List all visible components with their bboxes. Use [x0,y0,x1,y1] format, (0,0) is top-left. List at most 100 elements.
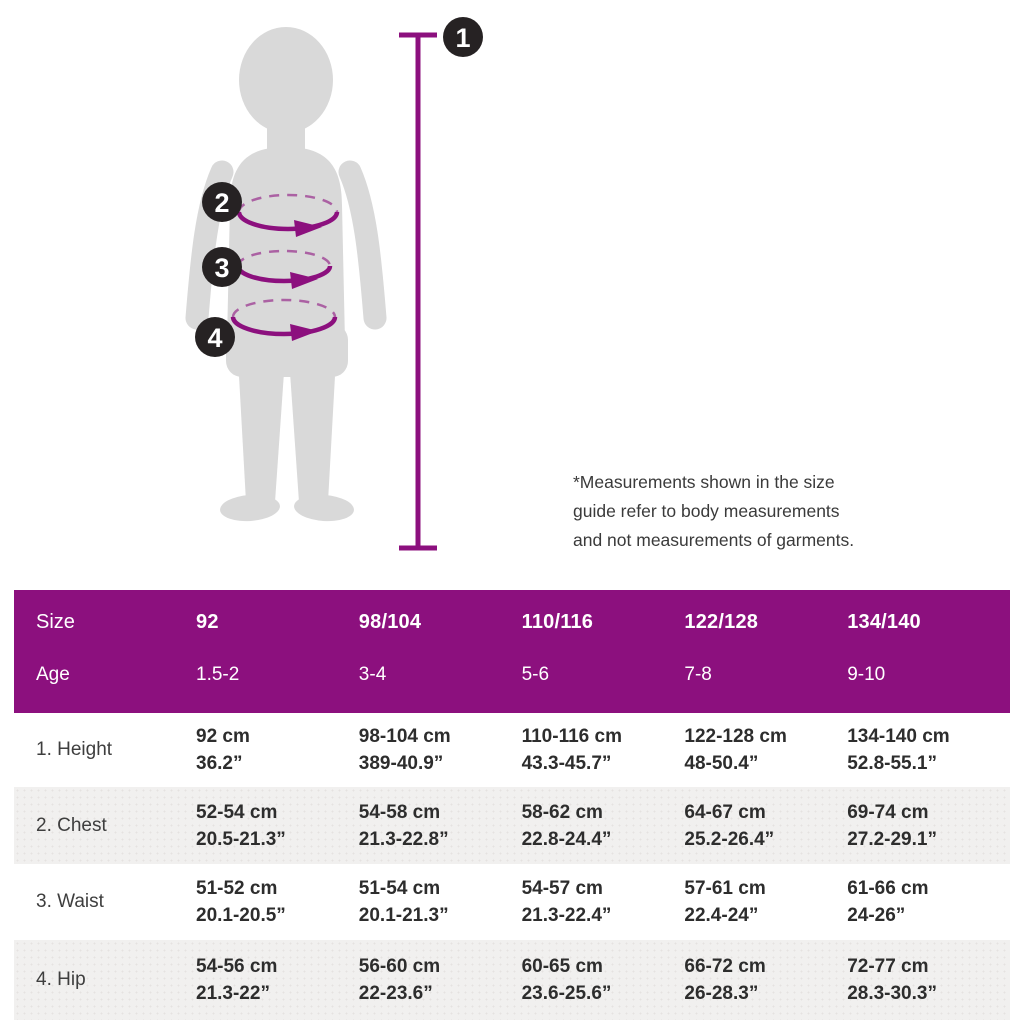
note-line: guide refer to body measurements [573,501,840,521]
inch-value: 36.2” [196,753,243,774]
cm-value: 69-74 cm [847,801,929,823]
cm-value: 54-57 cm [521,878,603,899]
measurement-cell: 110-116 cm 43.3-45.7” [522,723,685,777]
measurement-cell: 61-66 cm 24-26” [847,875,1010,929]
measurement-cell: 134-140 cm 52.8-55.1” [847,723,1010,777]
hip-girth-icon [230,298,338,341]
cm-value: 54-58 cm [358,801,441,823]
inch-value: 48-50.4” [684,753,759,774]
cm-value: 110-116 cm [521,726,622,747]
cm-value: 56-60 cm [358,956,441,977]
size-header-row: Size 92 98/104 110/116 122/128 134/140 [14,604,1010,641]
age-header-row: Age 1.5-2 3-4 5-6 7-8 9-10 [14,656,1010,693]
table-row-height: 1. Height 92 cm 36.2” 98-104 cm 389-40.9… [14,713,1010,787]
height-dimension-line-icon [399,32,437,551]
inch-value: 27.2-29.1” [847,828,937,850]
measurement-cell: 51-54 cm 20.1-21.3” [359,875,522,929]
table-row-chest: 2. Chest 52-54 cm 20.5-21.3” 54-58 cm 21… [14,787,1010,864]
cm-value: 66-72 cm [684,956,766,977]
size-header-label: Size [36,611,75,633]
measurement-cell: 56-60 cm 22-23.6” [359,953,522,1007]
cm-value: 52-54 cm [196,801,278,823]
cm-value: 92 cm [196,726,250,747]
marker-4-badge: 4 [195,317,235,357]
measurement-cell: 72-77 cm 28.3-30.3” [847,953,1010,1007]
cm-value: 60-65 cm [521,956,603,977]
measurement-note: *Measurements shown in the size guide re… [573,468,973,555]
cm-value: 122-128 cm [684,726,787,747]
inch-value: 21.3-22” [196,983,270,1004]
cm-value: 58-62 cm [521,801,603,823]
cm-value: 51-52 cm [196,878,278,899]
inch-value: 389-40.9” [358,753,444,774]
table-header: Size 92 98/104 110/116 122/128 134/140 A… [14,590,1010,713]
age-column-header: 3-4 [358,663,387,685]
measurement-cell: 66-72 cm 26-28.3” [684,953,847,1007]
measurement-cell: 60-65 cm 23.6-25.6” [522,953,685,1007]
measurement-cell: 92 cm 36.2” [196,723,359,777]
inch-value: 20.1-20.5” [196,905,286,926]
row-label: 4. Hip [36,969,86,990]
cm-value: 72-77 cm [847,956,929,977]
inch-value: 20.5-21.3” [196,828,286,850]
cm-value: 51-54 cm [358,878,441,899]
size-column-header: 134/140 [847,611,921,633]
measurement-cell: 52-54 cm 20.5-21.3” [196,799,359,853]
cm-value: 61-66 cm [847,878,929,899]
size-column-header: 92 [196,611,219,633]
waist-girth-icon [235,249,333,289]
table-row-hip: 4. Hip 54-56 cm 21.3-22” 56-60 cm 22-23.… [14,940,1010,1020]
inch-value: 25.2-26.4” [684,828,775,850]
measurement-cell: 58-62 cm 22.8-24.4” [522,799,685,853]
child-silhouette-icon [185,27,387,522]
chest-girth-icon [236,193,340,237]
cm-value: 57-61 cm [684,878,766,899]
inch-value: 21.3-22.8” [358,828,449,850]
cm-value: 134-140 cm [847,726,950,747]
marker-3-badge: 3 [202,247,242,287]
child-measurement-diagram: 1 2 3 4 [185,17,483,551]
inch-value: 22.8-24.4” [521,828,612,850]
row-label: 1. Height [36,739,113,760]
table-row-waist: 3. Waist 51-52 cm 20.1-20.5” 51-54 cm 20… [14,864,1010,940]
age-column-header: 9-10 [847,663,886,685]
measurement-cell: 57-61 cm 22.4-24” [684,875,847,929]
age-header-label: Age [36,663,70,685]
inch-value: 28.3-30.3” [847,983,937,1004]
cm-value: 98-104 cm [358,726,451,747]
inch-value: 43.3-45.7” [521,753,612,774]
inch-value: 52.8-55.1” [847,753,937,774]
age-column-header: 7-8 [684,663,712,685]
marker-2-number: 2 [214,188,229,218]
inch-value: 23.6-25.6” [521,983,612,1004]
marker-1-badge: 1 [443,17,483,57]
age-column-header: 5-6 [521,663,550,685]
age-column-header: 1.5-2 [196,663,240,685]
measurement-cell: 54-58 cm 21.3-22.8” [359,799,522,853]
inch-value: 22.4-24” [684,905,759,926]
cm-value: 54-56 cm [196,956,278,977]
row-label: 3. Waist [36,891,104,912]
marker-1-number: 1 [455,23,470,53]
note-line: and not measurements of garments. [573,530,855,550]
marker-3-number: 3 [214,253,229,283]
measurement-cell: 64-67 cm 25.2-26.4” [684,799,847,853]
size-column-header: 110/116 [521,611,594,633]
inch-value: 26-28.3” [684,983,759,1004]
marker-4-number: 4 [207,323,222,353]
marker-2-badge: 2 [202,182,242,222]
row-label: 2. Chest [36,814,107,836]
size-column-header: 122/128 [684,611,759,633]
size-guide-illustration: 1 2 3 4 [185,17,483,551]
note-line: *Measurements shown in the size [573,472,835,492]
measurement-cell: 51-52 cm 20.1-20.5” [196,875,359,929]
inch-value: 21.3-22.4” [521,905,612,926]
measurement-cell: 54-56 cm 21.3-22” [196,953,359,1007]
size-guide-table: Size 92 98/104 110/116 122/128 134/140 A… [14,590,1010,1020]
measurement-cell: 69-74 cm 27.2-29.1” [847,799,1010,853]
measurement-cell: 122-128 cm 48-50.4” [684,723,847,777]
measurement-cell: 54-57 cm 21.3-22.4” [522,875,685,929]
inch-value: 24-26” [847,905,906,926]
inch-value: 22-23.6” [358,983,433,1004]
size-column-header: 98/104 [358,611,422,633]
